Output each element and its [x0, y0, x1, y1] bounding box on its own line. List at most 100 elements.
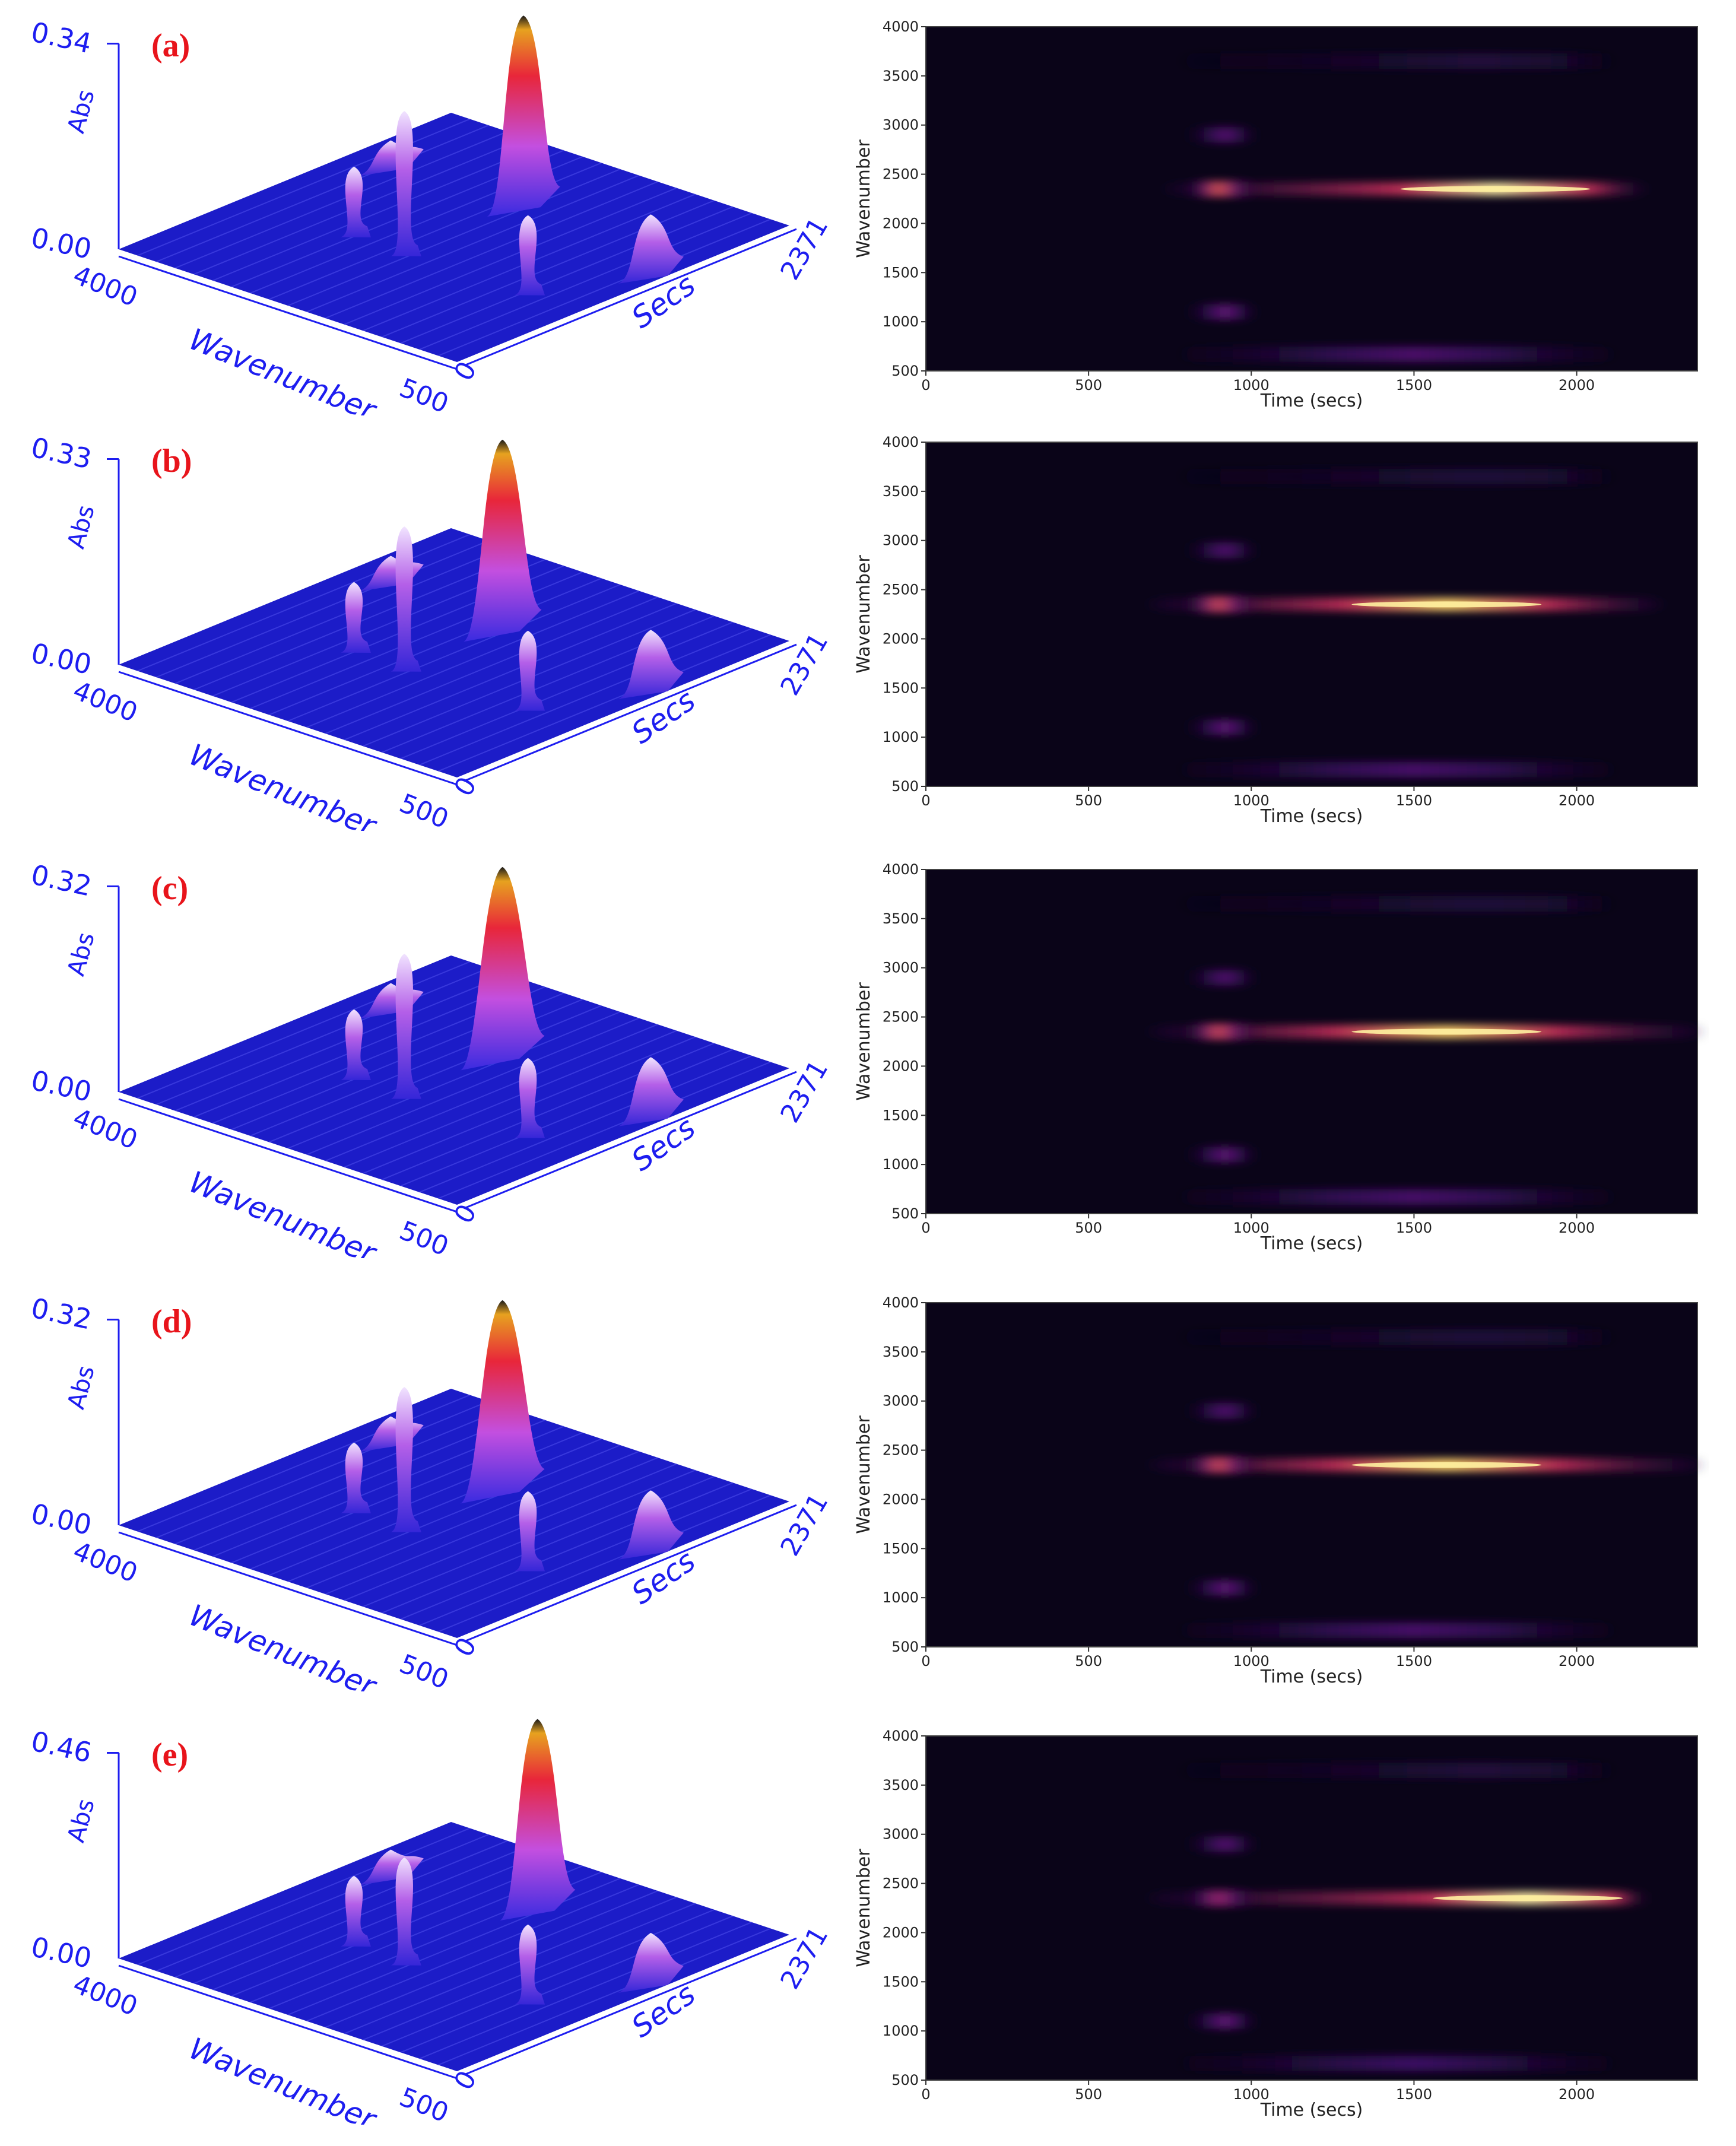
- panel-row: 0.32 0.00 Abs 4000 Wavenumber 500 0 Secs 2371 (d)…: [0, 1276, 1736, 1691]
- surface-streak: [287, 584, 621, 722]
- surface-streak: [325, 181, 658, 319]
- surface-streak: [419, 1488, 753, 1626]
- surface-streak: [155, 1834, 489, 1972]
- y-tick-label: 500: [891, 778, 919, 795]
- secs-axis: [464, 1504, 797, 1643]
- y-axis-label: Wavenumber: [853, 1849, 874, 1967]
- wavenumber-axis: [118, 1098, 458, 1213]
- wavenumber-axis-label: Wavenumber: [185, 1164, 383, 1258]
- x-tick-label: 1000: [1233, 1653, 1270, 1669]
- x-tick-label: 0: [921, 2086, 930, 2103]
- heatmap-band: [1186, 896, 1610, 912]
- y-tick-label: 1000: [883, 729, 919, 745]
- heatmap-band: [1186, 53, 1610, 69]
- surface-peak: [618, 1932, 684, 1993]
- surface-peak: [341, 1875, 371, 1947]
- y-tick-label: 3000: [883, 1826, 919, 1843]
- surface-streak: [325, 596, 658, 735]
- heatmap-band: [1186, 1329, 1610, 1345]
- y-tick-label: 500: [891, 363, 919, 379]
- wavenumber-axis: [118, 671, 458, 786]
- heatmap-band: [1186, 761, 1610, 777]
- surface-peak: [515, 630, 545, 711]
- x-tick-label: 1500: [1396, 792, 1432, 809]
- heatmap-band: [1186, 1622, 1610, 1638]
- y-tick-label: 1500: [883, 680, 919, 696]
- surface-peak: [460, 1300, 545, 1504]
- panel-letter: (b): [151, 443, 192, 480]
- surface-streak: [437, 1061, 771, 1199]
- y-tick-label: 3000: [883, 1393, 919, 1409]
- x-tick-label: 2000: [1559, 1220, 1595, 1236]
- heatmap-frame: [925, 442, 1698, 787]
- surface-streak: [268, 1438, 602, 1576]
- y-tick-label: 3500: [883, 68, 919, 84]
- x-tick-label: 0: [921, 1653, 930, 1669]
- abs-axis-label: Abs: [62, 87, 100, 136]
- panel-row: 0.34 0.00 Abs 4000 Wavenumber 500 0 Secs 2371 (a)…: [0, 0, 1736, 415]
- surface-streak: [306, 1017, 640, 1155]
- heatmap-background: [926, 1736, 1697, 2080]
- y-tick-label: 500: [891, 2072, 919, 2088]
- abs-max-label: 0.33: [28, 431, 94, 475]
- abs-min-label: 0.00: [28, 221, 94, 265]
- surface-peak: [460, 866, 545, 1071]
- surface-streak: [344, 1896, 677, 2034]
- y-tick-label: 3500: [883, 1777, 919, 1793]
- y-axis-label: Wavenumber: [853, 139, 874, 258]
- wavenumber-axis: [118, 1531, 458, 1646]
- heatmap-band: [1192, 1403, 1252, 1419]
- panel-letter: (c): [151, 870, 188, 907]
- surface-streak: [155, 540, 489, 678]
- abs-min-label: 0.00: [28, 637, 94, 681]
- surface-peak: [618, 1490, 684, 1560]
- heatmap-band: [1153, 1891, 1642, 1905]
- surface-base-plane: [119, 528, 789, 777]
- surface-streak: [155, 967, 489, 1106]
- x-tick-label: 1000: [1233, 1220, 1270, 1236]
- y-tick-label: 3500: [883, 1344, 919, 1360]
- y-tick-label: 4000: [883, 1294, 919, 1311]
- surface-streak: [137, 1827, 471, 1966]
- heatmap-band: [1192, 2013, 1252, 2029]
- surface-streak: [306, 1884, 640, 2022]
- surface-streak: [137, 534, 471, 672]
- wavenumber-start-label: 4000: [69, 1969, 142, 2022]
- y-tick-label: 4000: [883, 1728, 919, 1744]
- y-tick-label: 3500: [883, 483, 919, 500]
- heatmap-band-core: [1351, 601, 1542, 608]
- surface-base-plane: [119, 113, 789, 362]
- y-tick-label: 2000: [883, 1491, 919, 1507]
- surface-streak: [306, 1450, 640, 1589]
- x-tick-label: 500: [1075, 377, 1102, 393]
- wavenumber-axis: [118, 1964, 458, 2080]
- heatmap-band-core: [1400, 186, 1591, 192]
- surface-streak: [400, 621, 734, 760]
- surface-streak: [137, 118, 471, 256]
- heatmap-background: [926, 442, 1697, 786]
- y-tick-label: 2000: [883, 630, 919, 647]
- panel-row: 0.33 0.00 Abs 4000 Wavenumber 500 0 Secs 2371 (b)…: [0, 415, 1736, 831]
- heatmap-band: [1192, 542, 1252, 558]
- abs-axis-label: Abs: [62, 1363, 100, 1412]
- heatmap-band: [1192, 1836, 1252, 1852]
- secs-axis: [464, 228, 797, 367]
- surface-streak: [287, 1445, 621, 1582]
- abs-max-label: 0.32: [28, 1291, 94, 1335]
- y-tick-label: 1000: [883, 2023, 919, 2039]
- x-tick-label: 0: [921, 792, 930, 809]
- surface-peak: [618, 1057, 684, 1126]
- heatmap-band: [1192, 970, 1252, 986]
- surface-streak: [325, 1024, 658, 1162]
- surface-streak: [325, 1457, 658, 1595]
- surface-streak: [344, 1030, 677, 1168]
- x-tick-label: 0: [921, 377, 930, 393]
- surface-streak: [419, 627, 753, 766]
- x-tick-label: 2000: [1559, 792, 1595, 809]
